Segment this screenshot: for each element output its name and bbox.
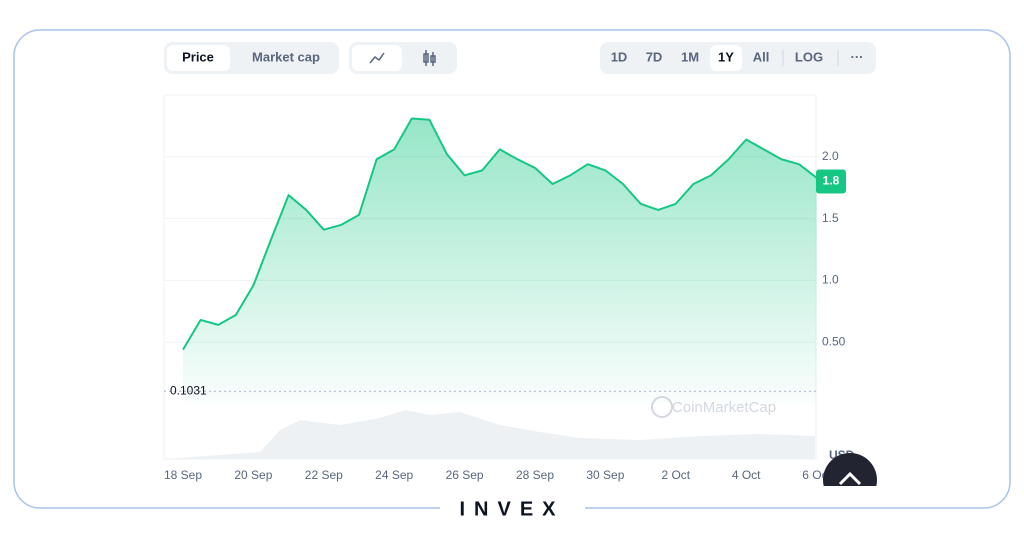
watermark-logo xyxy=(651,396,673,418)
range-1d[interactable]: 1D xyxy=(611,49,628,64)
price-area xyxy=(183,118,817,404)
x-tick-label: 4 Oct xyxy=(732,468,761,482)
y-tick-label: 1.0 xyxy=(822,273,839,287)
current-price-badge xyxy=(816,169,846,194)
y-tick-label: 1.5 xyxy=(822,211,839,225)
candle-icon[interactable] xyxy=(423,50,436,66)
view-active xyxy=(167,45,230,71)
x-tick-label: 26 Sep xyxy=(446,468,484,482)
x-tick-label: 22 Sep xyxy=(305,468,343,482)
line-icon xyxy=(369,52,385,64)
range-all[interactable]: All xyxy=(753,49,770,64)
range-log[interactable]: LOG xyxy=(795,49,823,64)
more-button[interactable]: ··· xyxy=(851,49,864,64)
range-active xyxy=(710,45,742,71)
y-tick-label: 2.0 xyxy=(822,149,839,163)
x-tick-label: 30 Sep xyxy=(586,468,624,482)
x-tick-label: 18 Sep xyxy=(164,468,202,482)
x-tick-label: 2 Oct xyxy=(661,468,690,482)
brand-backdrop xyxy=(440,496,585,522)
plot: 0.50 1.0 1.5 2.0 0.1031 1.8 18 Sep 20 Sep 22 Sep… xyxy=(164,117,846,482)
scroll-top-button[interactable] xyxy=(823,453,877,507)
x-tick-label: 28 Sep xyxy=(516,468,554,482)
price-tab[interactable]: Price xyxy=(182,49,214,64)
baseline-label: 0.1031 xyxy=(170,383,207,397)
y-tick-label: 0.50 xyxy=(822,334,846,348)
range-1m[interactable]: 1M xyxy=(681,49,699,64)
x-tick-label: 24 Sep xyxy=(375,468,413,482)
watermark: CoinMarketCap xyxy=(672,399,776,416)
current-price-label: 1.8 xyxy=(823,174,840,188)
range-1y[interactable]: 1Y xyxy=(718,49,734,64)
range-7d[interactable]: 7D xyxy=(646,49,663,64)
price-line xyxy=(182,117,818,351)
x-tick-label: 20 Sep xyxy=(234,468,272,482)
brand: INVEX xyxy=(459,498,564,520)
market-cap-tab[interactable]: Market cap xyxy=(252,49,320,64)
volume-area xyxy=(164,410,815,459)
chevron-up xyxy=(838,471,862,486)
